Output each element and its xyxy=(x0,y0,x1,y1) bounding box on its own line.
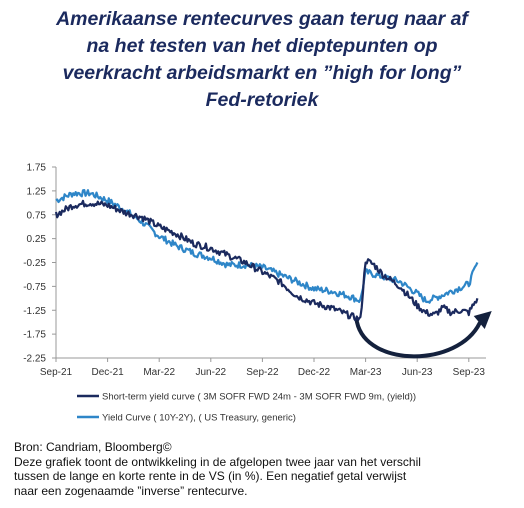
x-axis: Sep-21 Dec-21 Mar-22 Jun-22 Sep-22 Dec-22 Mar-… xyxy=(40,357,486,378)
footer-note: Bron: Candriam, Bloomberg© Deze grafiek … xyxy=(14,440,514,498)
y-tick-label: -0.25 xyxy=(23,258,46,269)
y-tick-label: -1.75 xyxy=(23,330,46,341)
x-tick-label: Sep-23 xyxy=(453,367,486,378)
y-tick-label: -0.75 xyxy=(23,282,46,293)
y-tick-label: 0.75 xyxy=(27,210,47,221)
x-tick-label: Jun-23 xyxy=(402,367,433,378)
yield-curve-series-line xyxy=(55,188,479,304)
title-line-3: veerkracht arbeidsmarkt en ”high for lon… xyxy=(62,62,462,84)
footer-line-2: tussen de lange en korte rente in de VS … xyxy=(14,469,407,483)
y-tick-label: 1.75 xyxy=(27,163,47,174)
legend-label: Yield Curve ( 10Y-2Y), ( US Treasury, ge… xyxy=(102,413,296,424)
x-tick-label: Mar-23 xyxy=(350,367,382,378)
annotation xyxy=(355,311,492,359)
curved-arrow-head xyxy=(473,311,492,330)
x-tick-label: Sep-21 xyxy=(40,367,73,378)
line-chart: 1.75 1.25 0.75 0.25 -0.25 -0.75 -1.25 -1.75 -2.2… xyxy=(23,163,492,424)
short-term-series-line xyxy=(54,199,479,322)
y-tick-label: 1.25 xyxy=(27,186,47,197)
footer-line-1: Deze grafiek toont de ontwikkeling in de… xyxy=(14,454,421,469)
y-tick-label: -1.25 xyxy=(23,306,46,317)
x-tick-label: Jun-22 xyxy=(196,367,227,378)
legend-label: Short-term yield curve ( 3M SOFR FWD 24m… xyxy=(102,392,416,403)
series-lines xyxy=(54,188,479,322)
footer-line-3: naar een zogenaamde ”inverse” rentecurve… xyxy=(14,483,248,498)
title-line-4: Fed-retoriek xyxy=(205,89,319,111)
x-tick-label: Dec-22 xyxy=(298,367,331,378)
source-text: Bron: Candriam, Bloomberg© xyxy=(14,440,172,454)
title-line-2: na het testen van het dieptepunten op xyxy=(86,35,438,57)
y-axis: 1.75 1.25 0.75 0.25 -0.25 -0.75 -1.25 -1.75 -2.2… xyxy=(23,163,57,365)
title-line-1: Amerikaanse rentecurves gaan terug naar … xyxy=(56,8,468,30)
chart-title: Amerikaanse rentecurves gaan terug naar … xyxy=(6,6,518,114)
x-tick-label: Mar-22 xyxy=(143,367,175,378)
curved-arrow-shaft xyxy=(355,320,482,359)
legend: Short-term yield curve ( 3M SOFR FWD 24m… xyxy=(77,392,416,424)
x-tick-label: Dec-21 xyxy=(91,367,124,378)
x-tick-label: Sep-22 xyxy=(246,367,279,378)
y-tick-label: 0.25 xyxy=(27,234,47,245)
y-tick-label: -2.25 xyxy=(23,354,46,365)
